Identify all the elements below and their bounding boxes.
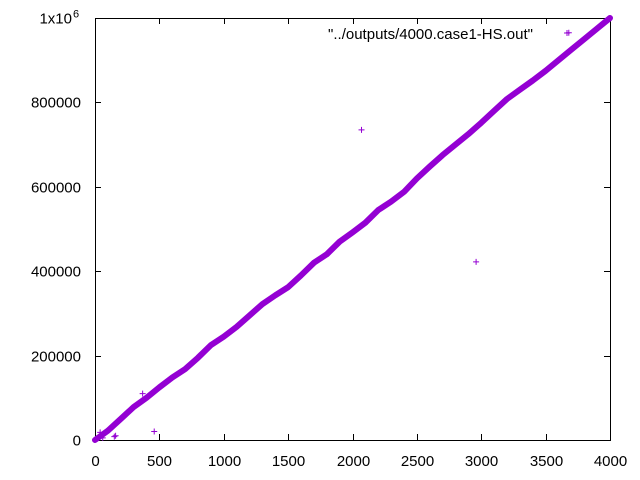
x-tick-label: 4000 <box>594 453 627 470</box>
data-point <box>413 175 420 182</box>
y-tick-exponent: 6 <box>73 9 79 21</box>
x-tick-label: 0 <box>91 453 99 470</box>
data-point <box>452 141 459 148</box>
outlier-point <box>139 390 146 397</box>
data-point <box>491 107 498 114</box>
data-point <box>336 238 343 245</box>
data-point <box>439 152 446 159</box>
x-tick-label: 2000 <box>337 453 370 470</box>
x-tick-label: 2500 <box>401 453 434 470</box>
data-points <box>92 15 613 443</box>
y-tick-label: 800000 <box>31 95 81 112</box>
data-point <box>555 57 562 64</box>
data-point <box>388 198 395 205</box>
data-point <box>285 284 292 291</box>
outlier-point <box>473 258 480 265</box>
axis-tick-labels: 0 500 1000 1500 2000 2500 3000 3500 4000 0 200000 4… <box>31 9 627 471</box>
x-tick-label: 1500 <box>272 453 305 470</box>
data-point <box>117 415 124 422</box>
data-point <box>207 342 214 349</box>
data-point <box>529 77 536 84</box>
axis-ticks <box>95 18 611 441</box>
y-tick-label: 1x10 <box>39 11 72 28</box>
data-point <box>310 259 317 266</box>
outlier-point <box>151 428 158 435</box>
legend-marker-symbol <box>564 30 570 36</box>
data-point <box>607 15 613 21</box>
outlier-point <box>358 126 365 133</box>
x-tick-label: 500 <box>147 453 172 470</box>
data-point <box>478 119 485 126</box>
data-point <box>246 312 253 319</box>
data-point <box>182 366 189 373</box>
data-point <box>298 272 304 279</box>
data-point <box>516 86 523 93</box>
y-tick-label: 0 <box>73 433 81 450</box>
data-point <box>323 251 330 258</box>
data-point <box>594 25 601 32</box>
data-point <box>401 188 407 195</box>
legend-marker <box>564 30 570 36</box>
data-point <box>233 323 240 330</box>
data-point <box>581 36 588 43</box>
data-point <box>156 384 163 391</box>
data-point <box>195 354 201 361</box>
data-point <box>143 394 150 401</box>
data-point <box>362 219 369 226</box>
x-tick-label: 3000 <box>465 453 498 470</box>
data-point <box>542 67 549 74</box>
y-tick-label: 600000 <box>31 180 81 197</box>
data-point <box>130 404 137 411</box>
legend-label: "../outputs/4000.case1-HS.out" <box>328 26 533 43</box>
outlier-point <box>97 429 104 436</box>
x-tick-label: 1000 <box>208 453 241 470</box>
data-point <box>568 46 575 53</box>
data-point <box>272 292 279 299</box>
outlier-point <box>112 432 119 439</box>
data-point <box>104 427 111 434</box>
y-tick-label: 200000 <box>31 349 81 366</box>
data-point <box>426 163 433 170</box>
outlier-point <box>99 434 106 441</box>
data-point <box>465 131 472 138</box>
outlier-point <box>111 433 118 440</box>
data-point <box>375 207 382 214</box>
legend: "../outputs/4000.case1-HS.out" <box>328 26 570 43</box>
data-point <box>92 437 98 443</box>
data-point <box>349 229 356 236</box>
x-tick-label: 3500 <box>530 453 563 470</box>
data-point <box>259 301 266 308</box>
data-point <box>169 374 176 381</box>
y-tick-label: 400000 <box>31 264 81 281</box>
data-point <box>220 333 227 340</box>
data-point <box>504 96 510 103</box>
